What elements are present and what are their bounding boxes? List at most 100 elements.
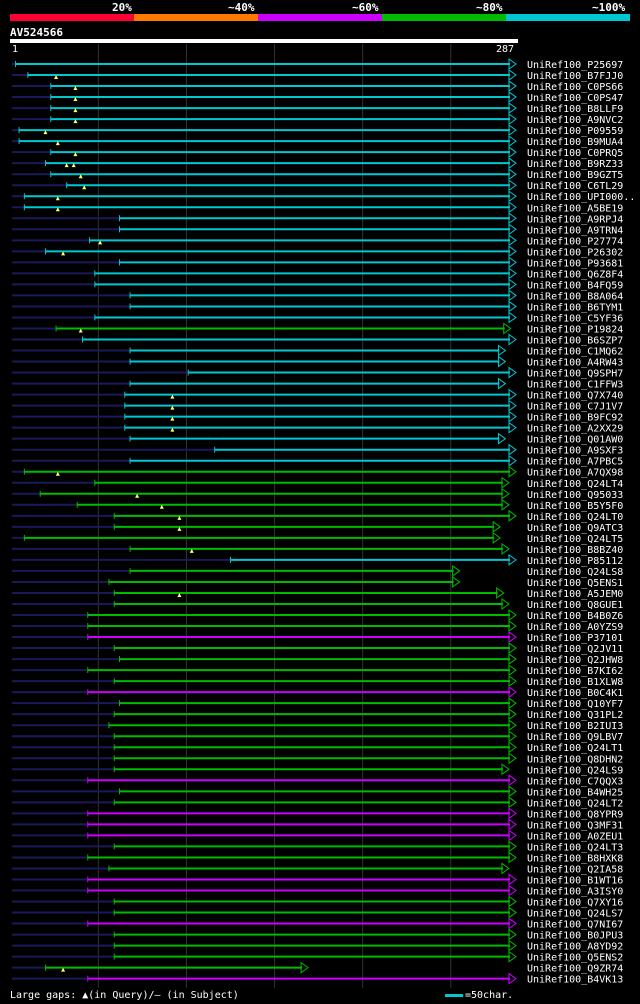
hit-arrowhead <box>508 201 517 214</box>
hit-label: UniRef100_A8YD92 <box>527 942 623 953</box>
hit-label: UniRef100_B5Y5F0 <box>527 501 623 512</box>
hit-arrowhead <box>508 895 517 908</box>
hit-label: UniRef100_Q3MF31 <box>527 820 623 831</box>
hit-arrowhead <box>508 807 517 820</box>
hit-arrowhead <box>508 168 517 181</box>
hit-arrowhead <box>508 917 517 930</box>
hit-arrowhead <box>508 278 517 291</box>
hit-arrowhead <box>508 851 517 864</box>
hit-arrowhead <box>508 289 517 302</box>
hit-label: UniRef100_Q9LBV7 <box>527 732 623 743</box>
legend-segment-20 <box>10 14 134 21</box>
query-gap-marker <box>177 592 182 597</box>
query-id: AV524566 <box>10 26 63 39</box>
legend-label-40: ~40% <box>228 1 255 14</box>
legend-label-80: ~80% <box>476 1 503 14</box>
hit-arrowhead <box>508 829 517 842</box>
hit-arrowhead <box>508 697 517 710</box>
legend-segment-60 <box>258 14 382 21</box>
query-gap-marker <box>55 471 60 476</box>
hit-label: UniRef100_C0PS47 <box>527 93 623 104</box>
hit-arrowhead <box>501 862 510 875</box>
query-gap-marker <box>78 328 83 333</box>
hit-arrowhead <box>492 520 502 533</box>
hit-arrowhead <box>508 796 517 809</box>
hit-arrowhead <box>508 950 517 963</box>
legend-label-60: ~60% <box>352 1 379 14</box>
hit-arrowhead <box>508 190 517 203</box>
gap-legend: Large gaps: ▲(in Query)/— (in Subject) <box>10 990 239 1001</box>
hit-label: UniRef100_Q24LT3 <box>527 842 623 853</box>
hit-arrowhead <box>508 972 517 985</box>
hit-label: UniRef100_P26302 <box>527 247 623 258</box>
hit-arrowhead <box>508 311 517 324</box>
hit-arrowhead <box>508 631 517 644</box>
hit-label: UniRef100_Q8DHN2 <box>527 754 623 765</box>
hit-label: UniRef100_B0JPU3 <box>527 931 623 942</box>
hit-label: UniRef100_P19824 <box>527 324 623 335</box>
hit-label: UniRef100_Q24LS8 <box>527 567 623 578</box>
hit-arrowhead <box>508 366 517 379</box>
hit-label: UniRef100_C0PS66 <box>527 82 623 93</box>
legend-segment-100 <box>506 14 630 21</box>
legend-label-20: 20% <box>112 1 132 14</box>
hit-arrowhead <box>508 906 517 919</box>
hit-label: UniRef100_Q01AW0 <box>527 435 623 446</box>
hit-label: UniRef100_B4FQ59 <box>527 280 623 291</box>
hit-label: UniRef100_Q2JV11 <box>527 644 623 655</box>
scale-bar <box>445 993 463 997</box>
hit-arrowhead <box>497 355 507 368</box>
hit-label: UniRef100_B7FJJ0 <box>527 71 623 82</box>
hit-label: UniRef100_A2XX29 <box>527 424 623 435</box>
hit-arrowhead <box>452 564 461 577</box>
hit-label: UniRef100_A9SXF3 <box>527 446 623 457</box>
query-gap-marker <box>55 196 60 201</box>
hit-arrowhead <box>501 598 510 610</box>
hit-arrowhead <box>508 939 517 952</box>
query-gap-marker <box>170 416 175 421</box>
hit-label: UniRef100_B1WT16 <box>527 875 623 886</box>
legend-segment-80 <box>382 14 506 21</box>
hit-label: UniRef100_B1XLW8 <box>527 677 623 688</box>
query-gap-marker <box>55 141 60 146</box>
hit-arrowhead <box>508 785 517 798</box>
hit-arrowhead <box>508 840 517 853</box>
query-gap-marker <box>61 967 66 972</box>
hit-arrowhead <box>508 928 517 941</box>
hit-label: UniRef100_A9RPJ4 <box>527 214 623 225</box>
hit-arrowhead <box>508 113 517 126</box>
query-gap-marker <box>73 97 78 102</box>
query-gap-marker <box>177 526 182 531</box>
hit-label: UniRef100_B8HXK8 <box>527 853 623 864</box>
hit-arrowhead <box>501 498 510 511</box>
hit-arrowhead <box>497 432 507 445</box>
hit-label: UniRef100_Q5ENS2 <box>527 953 623 964</box>
hit-label: UniRef100_B8LLF9 <box>527 104 623 115</box>
hit-label: UniRef100_Q5ENS1 <box>527 578 623 589</box>
hit-label: UniRef100_A9TRN4 <box>527 225 623 236</box>
hit-arrowhead <box>300 961 309 974</box>
hit-arrowhead <box>508 708 517 721</box>
query-gap-marker <box>55 207 60 212</box>
query-gap-marker <box>170 394 175 399</box>
hit-label: UniRef100_P27774 <box>527 236 623 247</box>
hit-arrowhead <box>508 818 517 831</box>
hit-label: UniRef100_B0C4K1 <box>527 688 623 699</box>
query-gap-marker <box>82 185 87 190</box>
ruler-end-label: 287 <box>496 44 515 55</box>
hit-label: UniRef100_Q2IA58 <box>527 864 623 875</box>
hit-label: UniRef100_Q9ZR74 <box>527 964 623 975</box>
hit-arrowhead <box>508 873 517 886</box>
hit-label: UniRef100_Q24LT4 <box>527 479 623 490</box>
hit-label: UniRef100_Q6Z8F4 <box>527 269 623 280</box>
hit-label: UniRef100_Q9ATC3 <box>527 523 623 534</box>
hit-arrowhead <box>508 730 517 743</box>
hit-label: UniRef100_A0ZEU1 <box>527 831 623 842</box>
hit-label: UniRef100_B9GZT5 <box>527 170 623 181</box>
query-gap-marker <box>177 515 182 520</box>
hit-arrowhead <box>508 609 517 621</box>
hit-arrowhead <box>508 443 517 456</box>
query-gap-marker <box>64 163 69 168</box>
hit-label: UniRef100_B8BZ40 <box>527 545 623 556</box>
